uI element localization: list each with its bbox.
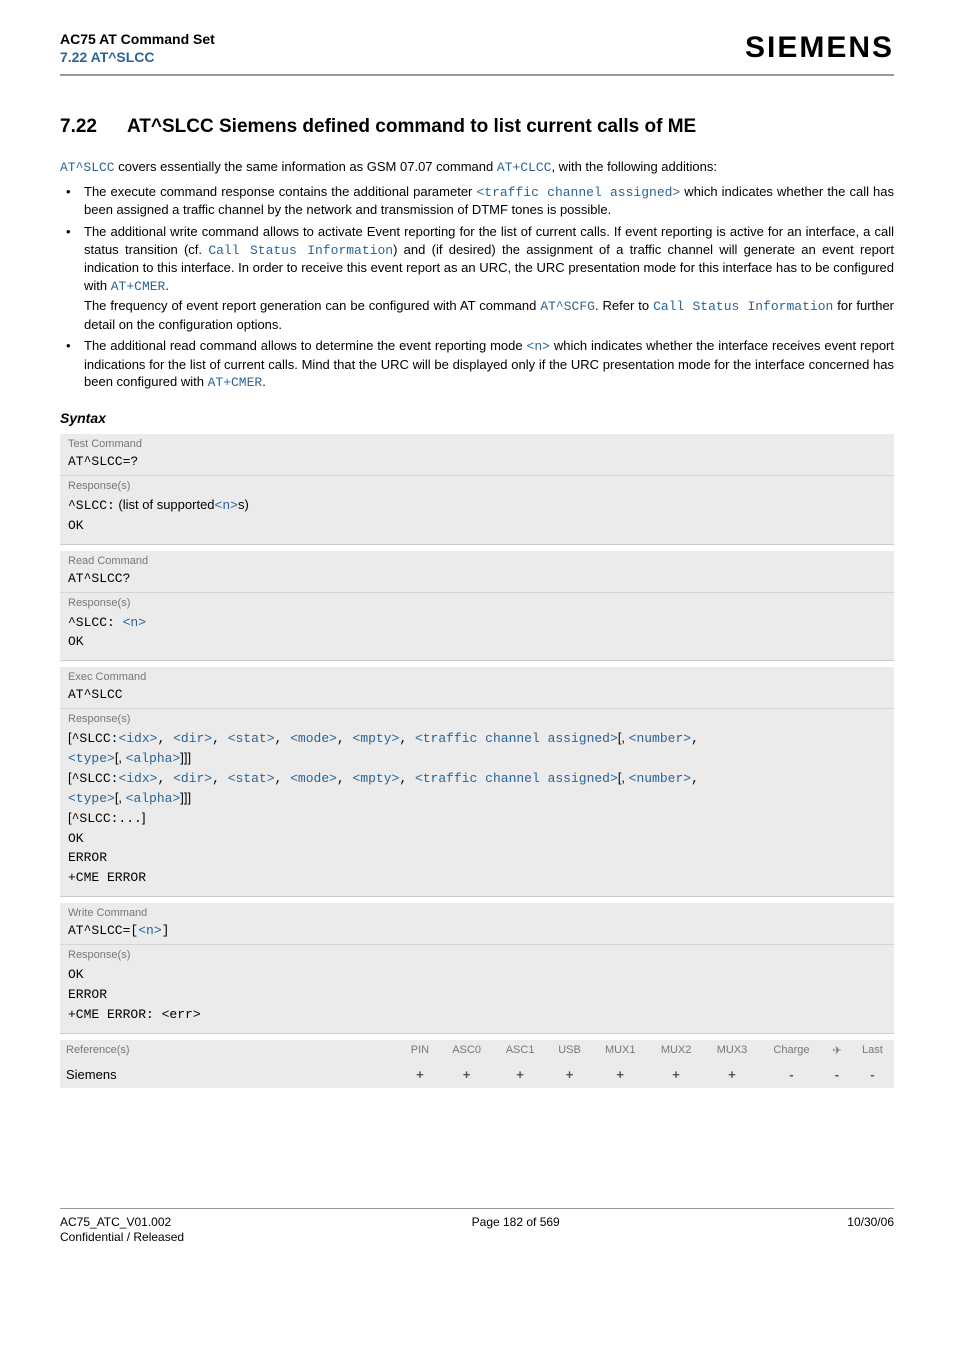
test-command-block: Test Command AT^SLCC=? Response(s) ^SLCC… — [60, 434, 894, 545]
param-alpha[interactable]: <alpha> — [126, 751, 181, 766]
bullet-2: The additional write command allows to a… — [60, 223, 894, 333]
param-dir-2[interactable]: <dir> — [173, 771, 212, 786]
bullet-2-sub: The frequency of event report generation… — [84, 297, 894, 333]
page-header: AC75 AT Command Set 7.22 AT^SLCC SIEMENS — [60, 30, 894, 76]
exec-resp-label: Response(s) — [60, 708, 894, 727]
param-alpha-2[interactable]: <alpha> — [126, 791, 181, 806]
siemens-logo: SIEMENS — [745, 31, 894, 65]
read-command-block: Read Command AT^SLCC? Response(s) ^SLCC:… — [60, 551, 894, 662]
write-command-block: Write Command AT^SLCC=[<n>] Response(s) … — [60, 903, 894, 1034]
param-n-2[interactable]: <n> — [215, 498, 238, 513]
param-n-4[interactable]: <n> — [138, 923, 161, 938]
exec-command-block: Exec Command AT^SLCC Response(s) [^SLCC:… — [60, 667, 894, 897]
section-number: 7.22 — [60, 116, 97, 138]
footer-right: 10/30/06 — [847, 1215, 894, 1246]
bullet-list: The execute command response contains th… — [60, 183, 894, 392]
exec-cmd: AT^SLCC — [60, 685, 894, 708]
exec-resp-body: [^SLCC:<idx>, <dir>, <stat>, <mode>, <mp… — [60, 727, 894, 896]
ref-label: Reference(s) — [60, 1040, 400, 1061]
param-idx-2[interactable]: <idx> — [118, 771, 157, 786]
param-stat[interactable]: <stat> — [228, 731, 275, 746]
page-footer: AC75_ATC_V01.002 Confidential / Released… — [60, 1208, 894, 1246]
link-atcmer-2[interactable]: AT+CMER — [208, 375, 263, 390]
footer-left: AC75_ATC_V01.002 Confidential / Released — [60, 1215, 184, 1246]
param-stat-2[interactable]: <stat> — [228, 771, 275, 786]
param-type[interactable]: <type> — [68, 751, 115, 766]
doc-title: AC75 AT Command Set — [60, 30, 215, 48]
read-resp-body: ^SLCC: <n> OK — [60, 611, 894, 661]
write-cmd: AT^SLCC=[<n>] — [60, 921, 894, 944]
page: AC75 AT Command Set 7.22 AT^SLCC SIEMENS… — [0, 0, 954, 1266]
section-heading: 7.22 AT^SLCC Siemens defined command to l… — [60, 116, 894, 138]
link-atscfg[interactable]: AT^SCFG — [540, 299, 595, 314]
link-atslcc[interactable]: AT^SLCC — [60, 160, 115, 175]
footer-center: Page 182 of 569 — [472, 1215, 560, 1246]
param-idx[interactable]: <idx> — [118, 731, 157, 746]
link-atclcc[interactable]: AT+CLCC — [497, 160, 552, 175]
param-mpty[interactable]: <mpty> — [353, 731, 400, 746]
test-label: Test Command — [60, 434, 894, 452]
param-type-2[interactable]: <type> — [68, 791, 115, 806]
link-call-status-2[interactable]: Call Status Information — [653, 299, 833, 314]
test-resp-body: ^SLCC: (list of supported<n>s) OK — [60, 494, 894, 544]
ref-value-row: Siemens + + + + + + + - - - — [60, 1061, 894, 1088]
param-n[interactable]: <n> — [527, 339, 550, 354]
header-left: AC75 AT Command Set 7.22 AT^SLCC — [60, 30, 215, 66]
write-resp-label: Response(s) — [60, 944, 894, 963]
reference-table: Reference(s) PIN ASC0 ASC1 USB MUX1 MUX2… — [60, 1040, 894, 1088]
param-tca-2[interactable]: <traffic channel assigned> — [415, 771, 618, 786]
param-mode[interactable]: <mode> — [290, 731, 337, 746]
param-mpty-2[interactable]: <mpty> — [353, 771, 400, 786]
syntax-heading: Syntax — [60, 410, 894, 426]
ref-header-row: Reference(s) PIN ASC0 ASC1 USB MUX1 MUX2… — [60, 1040, 894, 1061]
param-tca[interactable]: <traffic channel assigned> — [415, 731, 618, 746]
intro-paragraph: AT^SLCC covers essentially the same info… — [60, 158, 894, 177]
section-title: AT^SLCC Siemens defined command to list … — [127, 116, 696, 137]
test-cmd: AT^SLCC=? — [60, 452, 894, 475]
link-call-status[interactable]: Call Status Information — [208, 243, 393, 258]
param-number[interactable]: <number> — [629, 731, 691, 746]
write-resp-body: OK ERROR +CME ERROR: <err> — [60, 963, 894, 1033]
read-label: Read Command — [60, 551, 894, 569]
doc-subtitle: 7.22 AT^SLCC — [60, 48, 215, 66]
param-dir[interactable]: <dir> — [173, 731, 212, 746]
param-mode-2[interactable]: <mode> — [290, 771, 337, 786]
link-atcmer[interactable]: AT+CMER — [111, 279, 166, 294]
bullet-1: The execute command response contains th… — [60, 183, 894, 219]
bullet-3: The additional read command allows to de… — [60, 337, 894, 392]
param-traffic-channel[interactable]: <traffic channel assigned> — [476, 185, 680, 200]
param-n-3[interactable]: <n> — [123, 615, 146, 630]
exec-label: Exec Command — [60, 667, 894, 685]
param-number-2[interactable]: <number> — [629, 771, 691, 786]
read-resp-label: Response(s) — [60, 592, 894, 611]
test-resp-label: Response(s) — [60, 475, 894, 494]
write-label: Write Command — [60, 903, 894, 921]
ref-vendor: Siemens — [60, 1061, 400, 1088]
read-cmd: AT^SLCC? — [60, 569, 894, 592]
